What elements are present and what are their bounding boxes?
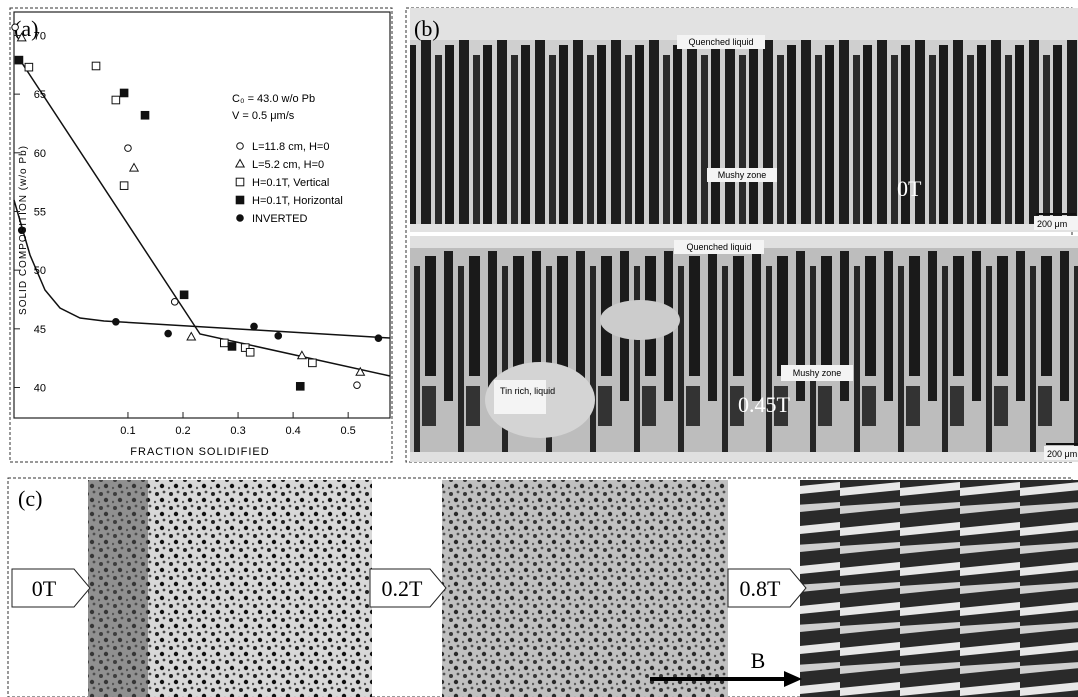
marker bbox=[14, 55, 24, 65]
micrograph bbox=[800, 480, 1078, 697]
scale-box bbox=[1034, 216, 1078, 230]
field-tag bbox=[369, 568, 447, 608]
legend-label: L=5.2 cm, H=0 bbox=[252, 159, 324, 171]
marker bbox=[186, 331, 197, 341]
field-label: 0T bbox=[897, 176, 922, 201]
marker bbox=[274, 332, 283, 340]
tin-rich-region bbox=[600, 300, 680, 340]
marker bbox=[355, 366, 366, 376]
micrograph bbox=[442, 480, 728, 697]
region-label: Tin rich, liquid bbox=[500, 386, 555, 396]
marker bbox=[235, 177, 245, 187]
y-tick-label: 40 bbox=[34, 382, 46, 394]
marker bbox=[227, 342, 237, 351]
field-label: 0.2T bbox=[382, 576, 424, 601]
region-label: Quenched liquid bbox=[686, 242, 751, 252]
marker bbox=[91, 61, 101, 71]
label-box bbox=[674, 240, 764, 254]
fit-line bbox=[19, 59, 391, 377]
field-tag bbox=[11, 568, 91, 608]
marker bbox=[24, 62, 34, 72]
legend-label: H=0.1T, Horizontal bbox=[252, 195, 343, 207]
marker bbox=[119, 88, 129, 98]
marker bbox=[140, 110, 150, 120]
y-tick-label: 50 bbox=[34, 265, 46, 277]
y-tick-label: 45 bbox=[34, 324, 46, 336]
x-tick-label: 0.5 bbox=[341, 425, 356, 437]
marker bbox=[234, 158, 246, 168]
marker bbox=[112, 317, 120, 326]
y-tick-label: 55 bbox=[34, 206, 46, 218]
marker bbox=[128, 162, 140, 172]
marker bbox=[170, 298, 179, 306]
x-tick-label: 0.1 bbox=[120, 425, 135, 437]
scale-label: 200 μm bbox=[1047, 449, 1077, 459]
marker bbox=[219, 338, 229, 348]
field-label: 0.45T bbox=[738, 392, 791, 417]
marker bbox=[374, 334, 383, 343]
micrograph-shade bbox=[442, 480, 728, 697]
panel-label: (c) bbox=[18, 486, 42, 511]
label-box bbox=[494, 380, 546, 414]
marker bbox=[250, 322, 258, 331]
y-tick-label: 60 bbox=[34, 148, 46, 160]
y-tick-label: 65 bbox=[34, 89, 46, 101]
plot-area bbox=[11, 11, 391, 419]
marker bbox=[124, 144, 132, 152]
region-label: Quenched liquid bbox=[688, 37, 753, 47]
marker bbox=[240, 343, 250, 352]
label-box bbox=[781, 365, 853, 381]
panel-frame bbox=[9, 7, 393, 463]
marker bbox=[164, 329, 172, 338]
fit-line bbox=[13, 199, 391, 339]
label-box bbox=[677, 35, 765, 49]
label-box bbox=[707, 168, 777, 182]
field-tag bbox=[727, 568, 807, 608]
marker bbox=[111, 95, 121, 105]
annotation: V = 0.5 μm/s bbox=[232, 110, 295, 122]
marker bbox=[295, 382, 305, 391]
legend-label: H=0.1T, Vertical bbox=[252, 177, 329, 189]
scale-label: 200 μm bbox=[1037, 219, 1067, 229]
y-axis-title: SOLID COMPOSITION (w/o Pb) bbox=[18, 145, 29, 315]
axes-frame bbox=[13, 11, 391, 419]
marker bbox=[235, 195, 245, 205]
marker bbox=[236, 142, 244, 150]
legend-label: L=11.8 cm, H=0 bbox=[252, 141, 329, 153]
panel-label: (b) bbox=[414, 16, 440, 41]
micrograph-edge bbox=[88, 480, 148, 697]
x-tick-label: 0.2 bbox=[175, 425, 190, 437]
marker bbox=[236, 214, 244, 222]
region-label: Mushy zone bbox=[793, 368, 842, 378]
marker bbox=[17, 226, 26, 235]
arrow-label: B bbox=[751, 648, 766, 673]
legend-label: INVERTED bbox=[252, 213, 307, 225]
marker bbox=[179, 290, 189, 300]
marker bbox=[119, 181, 129, 190]
x-tick-label: 0.4 bbox=[285, 425, 300, 437]
region-label: Mushy zone bbox=[718, 170, 767, 180]
arrow-head bbox=[784, 671, 802, 687]
marker bbox=[353, 381, 361, 389]
field-label: 0.8T bbox=[740, 576, 782, 601]
scale-box bbox=[1044, 446, 1078, 460]
marker bbox=[16, 32, 27, 42]
marker bbox=[308, 358, 317, 368]
marker bbox=[296, 350, 307, 360]
annotation: C₀ = 43.0 w/o Pb bbox=[232, 93, 315, 105]
x-axis-title: FRACTION SOLIDIFIED bbox=[130, 446, 269, 458]
marker bbox=[245, 347, 255, 357]
x-tick-label: 0.3 bbox=[230, 425, 245, 437]
y-tick-label: 70 bbox=[34, 30, 46, 42]
marker bbox=[11, 23, 19, 32]
field-label: 0T bbox=[32, 576, 57, 601]
panel-frame bbox=[7, 477, 1073, 697]
